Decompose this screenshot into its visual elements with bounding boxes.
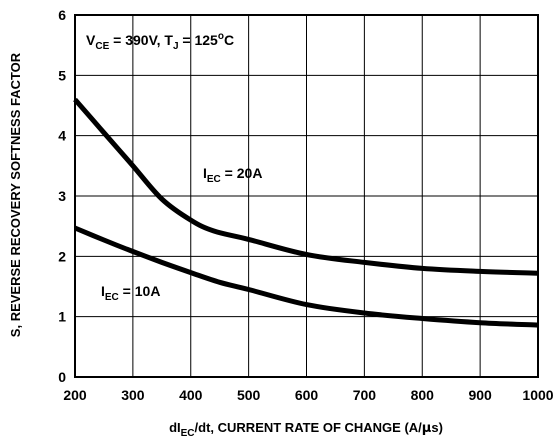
x-tick-label: 500: [237, 387, 261, 403]
y-tick-label: 6: [58, 7, 66, 23]
series-line-0: [73, 97, 539, 276]
x-tick-label: 800: [411, 387, 435, 403]
x-tick-label: 700: [353, 387, 377, 403]
series-label-20a: IEC = 20A: [203, 165, 262, 185]
y-tick-label: 4: [58, 128, 66, 144]
x-tick-label: 1000: [522, 387, 553, 403]
x-tick-labels: 200 300 400 500 600 700 800 900 1000: [63, 387, 553, 403]
series-label-10a: IEC = 10A: [101, 283, 160, 303]
x-tick-label: 200: [63, 387, 87, 403]
y-tick-label: 1: [58, 309, 66, 325]
y-tick-label: 5: [58, 67, 66, 83]
plot-frame: [74, 14, 539, 378]
y-tick-labels: 0 1 2 3 4 5 6: [58, 7, 66, 385]
y-axis-label: S, REVERSE RECOVERY SOFTNESS FACTOR: [8, 52, 23, 337]
x-tick-label: 300: [121, 387, 145, 403]
series-line-1: [74, 225, 539, 328]
x-tick-label: 600: [295, 387, 319, 403]
x-tick-label: 400: [179, 387, 203, 403]
x-axis-label: dIEC/dt, CURRENT RATE OF CHANGE (A/μs): [169, 420, 443, 439]
conditions-annotation: VCE = 390V, TJ = 125oC: [86, 31, 234, 52]
y-tick-label: 2: [58, 248, 66, 264]
series-layer: [73, 97, 539, 328]
y-tick-label: 3: [58, 188, 66, 204]
y-tick-label: 0: [58, 369, 66, 385]
x-tick-label: 900: [468, 387, 492, 403]
